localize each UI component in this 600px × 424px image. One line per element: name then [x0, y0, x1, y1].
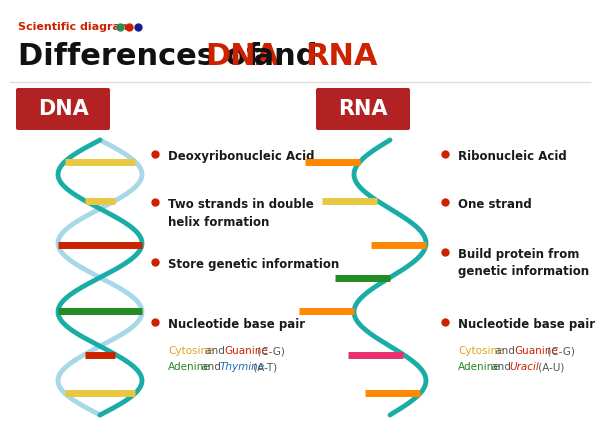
Text: Two strands in double
helix formation: Two strands in double helix formation: [168, 198, 314, 229]
Text: Thymine: Thymine: [220, 362, 265, 372]
Text: (C-G): (C-G): [544, 346, 575, 356]
Text: RNA: RNA: [305, 42, 378, 71]
Text: Ribonucleic Acid: Ribonucleic Acid: [458, 150, 567, 163]
Text: Cytosine: Cytosine: [458, 346, 503, 356]
Text: Cytosine: Cytosine: [168, 346, 214, 356]
FancyBboxPatch shape: [16, 88, 110, 130]
Text: Scientific diagram: Scientific diagram: [18, 22, 131, 32]
Text: DNA: DNA: [38, 99, 88, 119]
Text: Differences of: Differences of: [18, 42, 271, 71]
Text: Build protein from
genetic information: Build protein from genetic information: [458, 248, 589, 279]
Text: (C-G): (C-G): [254, 346, 285, 356]
Text: Nucleotide base pair: Nucleotide base pair: [458, 318, 595, 331]
Text: Nucleotide base pair: Nucleotide base pair: [168, 318, 305, 331]
Text: and: and: [243, 42, 328, 71]
Text: RNA: RNA: [338, 99, 388, 119]
Text: Guanine: Guanine: [514, 346, 557, 356]
Text: Adenine: Adenine: [458, 362, 500, 372]
Text: and: and: [493, 346, 518, 356]
Text: and: and: [488, 362, 514, 372]
Text: DNA: DNA: [205, 42, 280, 71]
Text: Deoxyribonucleic Acid: Deoxyribonucleic Acid: [168, 150, 314, 163]
Text: and: and: [202, 346, 229, 356]
FancyBboxPatch shape: [316, 88, 410, 130]
Text: Uracil: Uracil: [509, 362, 539, 372]
Text: (A-T): (A-T): [250, 362, 277, 372]
Text: Store genetic information: Store genetic information: [168, 258, 339, 271]
Text: Adenine: Adenine: [168, 362, 211, 372]
Text: and: and: [198, 362, 224, 372]
Text: One strand: One strand: [458, 198, 532, 211]
Text: Guanine: Guanine: [224, 346, 268, 356]
Text: (A-U): (A-U): [535, 362, 565, 372]
